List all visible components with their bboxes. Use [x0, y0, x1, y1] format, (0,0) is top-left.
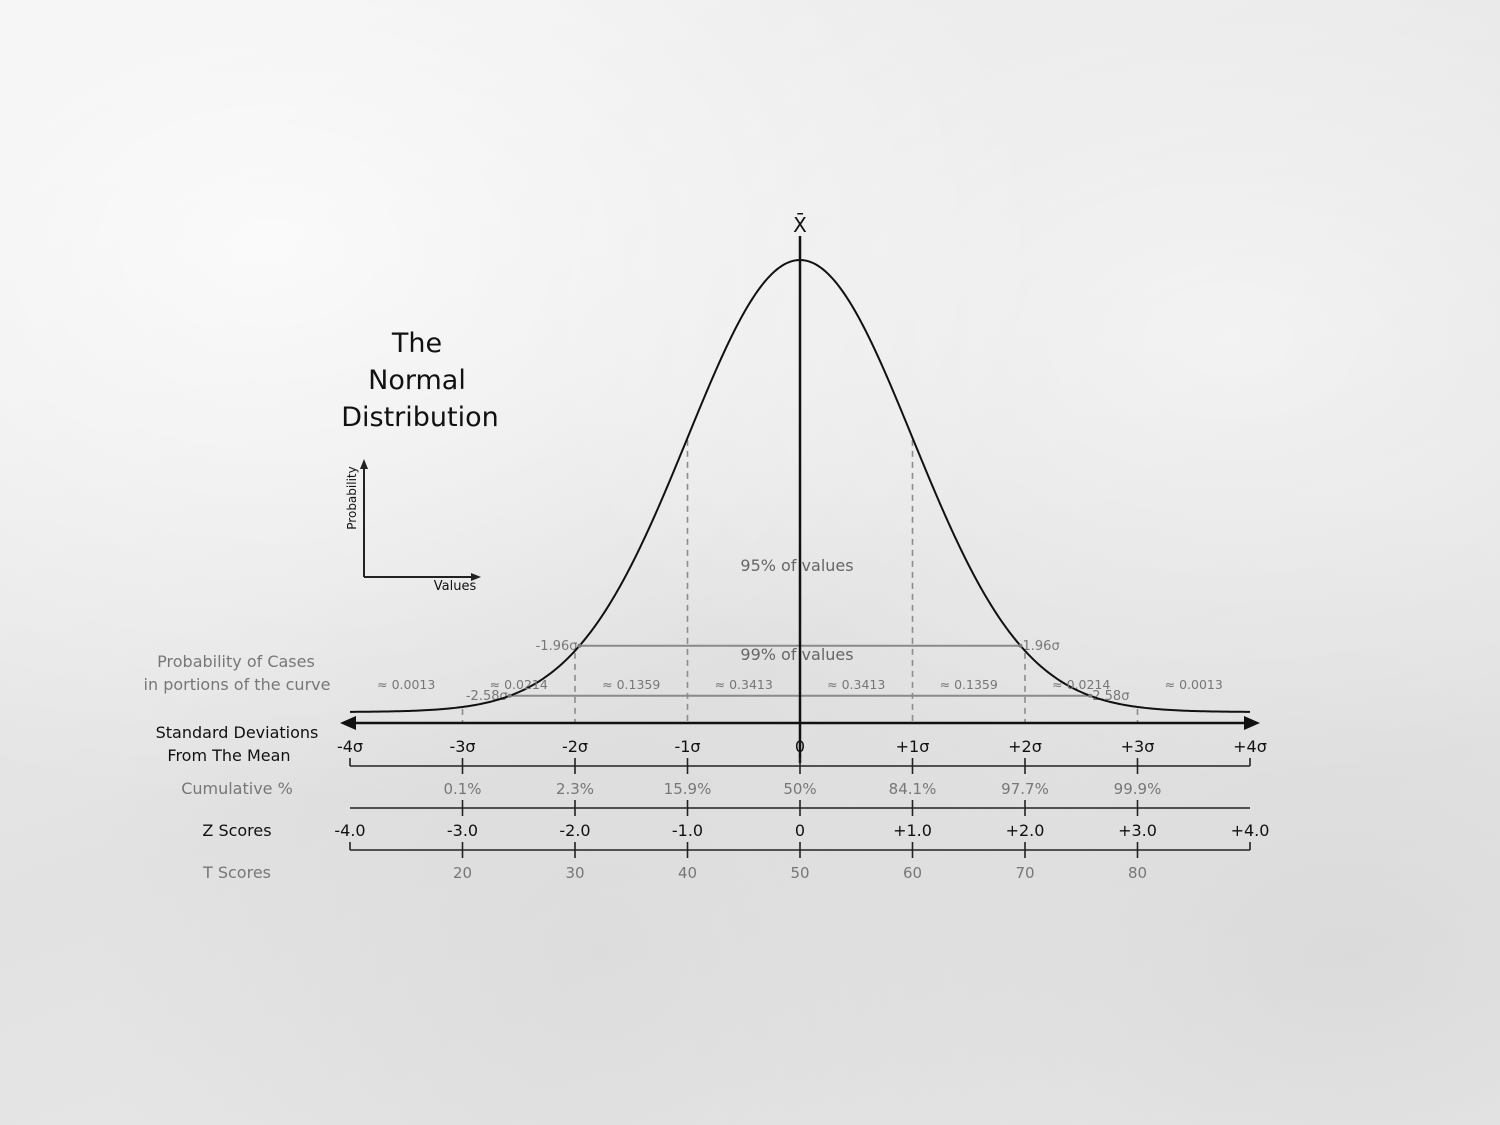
t-value: 80	[1128, 864, 1147, 882]
mini-axes-icon	[360, 459, 481, 581]
z-value: +3.0	[1118, 821, 1157, 840]
sd-tick-label: +2σ	[1008, 737, 1042, 756]
sd-tick-labels: -4σ -3σ -2σ -1σ 0 +1σ +2σ +3σ +4σ	[337, 737, 1267, 756]
ci95-left-label: -1.96σ	[536, 639, 578, 654]
cumulative-value: 84.1%	[889, 780, 937, 798]
sd-tick-label: +1σ	[896, 737, 930, 756]
cumulative-value: 50%	[783, 780, 816, 798]
prob-value: ≈ 0.1359	[602, 677, 660, 692]
z-value: -3.0	[447, 821, 478, 840]
cumulative-row-label: Cumulative %	[181, 779, 293, 798]
sd-tick-label: -1σ	[674, 737, 700, 756]
t-value: 30	[565, 864, 584, 882]
ci99-right-dot	[1088, 693, 1093, 698]
prob-value: ≈ 0.3413	[827, 677, 885, 692]
ci95-right-label: 1.96σ	[1023, 639, 1060, 654]
ci95-right-dot	[1018, 643, 1023, 648]
scale-rows	[349, 758, 1251, 858]
prob-value: ≈ 0.0013	[1165, 677, 1223, 692]
title-line-3: Distribution	[341, 402, 499, 433]
prob-value: ≈ 0.1359	[940, 677, 998, 692]
z-value: -1.0	[672, 821, 703, 840]
sigma-dashed-lines	[461, 439, 1139, 723]
mini-axes-y-label: Probability	[345, 466, 359, 529]
mini-axes-x-label: Values	[434, 579, 477, 594]
z-value: 0	[795, 821, 805, 840]
z-values: -4.0 -3.0 -2.0 -1.0 0 +1.0 +2.0 +3.0 +4.0	[334, 821, 1269, 840]
t-value: 40	[678, 864, 697, 882]
sd-tick-label: +4σ	[1233, 737, 1267, 756]
sd-tick-label: -3σ	[449, 737, 475, 756]
prob-value: ≈ 0.3413	[715, 677, 773, 692]
z-value: -4.0	[334, 821, 365, 840]
ci95-group: -1.96σ 1.96σ 95% of values	[536, 556, 1060, 654]
cumulative-value: 15.9%	[664, 780, 712, 798]
z-row-label: Z Scores	[202, 821, 271, 840]
sd-row-label-2: From The Mean	[167, 746, 290, 765]
sd-tick-label: -4σ	[337, 737, 363, 756]
sd-tick-label: 0	[795, 737, 805, 756]
prob-value: ≈ 0.0214	[490, 677, 548, 692]
z-value: +1.0	[893, 821, 932, 840]
ci99-group: -2.58σ 2.58σ 99% of values	[466, 645, 1130, 704]
prob-row-label-2: in portions of the curve	[144, 675, 331, 694]
cumulative-value: 97.7%	[1001, 780, 1049, 798]
ci99-left-dot	[507, 693, 512, 698]
main-axis	[340, 716, 1260, 730]
mean-symbol: X̄	[793, 212, 807, 237]
cumulative-value: 2.3%	[556, 780, 594, 798]
prob-value: ≈ 0.0214	[1052, 677, 1110, 692]
title-line-1: The	[391, 328, 442, 359]
sd-tick-label: +3σ	[1121, 737, 1155, 756]
ci95-left-dot	[577, 643, 582, 648]
z-value: +4.0	[1231, 821, 1270, 840]
sd-row-label-1: Standard Deviations	[156, 723, 319, 742]
z-value: -2.0	[559, 821, 590, 840]
sd-tick-label: -2σ	[562, 737, 588, 756]
cumulative-value: 99.9%	[1114, 780, 1162, 798]
ci95-label: 95% of values	[740, 556, 853, 575]
prob-row-label-1: Probability of Cases	[157, 652, 315, 671]
t-value: 50	[790, 864, 809, 882]
t-value: 70	[1015, 864, 1034, 882]
z-value: +2.0	[1006, 821, 1045, 840]
cumulative-value: 0.1%	[443, 780, 481, 798]
title-line-2: Normal	[368, 365, 466, 396]
t-values: 20 30 40 50 60 70 80	[453, 864, 1147, 882]
t-value: 20	[453, 864, 472, 882]
t-row-label: T Scores	[202, 863, 271, 882]
ci99-label: 99% of values	[740, 645, 853, 664]
prob-values: ≈ 0.0013 ≈ 0.0214 ≈ 0.1359 ≈ 0.3413 ≈ 0.3413…	[377, 677, 1223, 692]
prob-value: ≈ 0.0013	[377, 677, 435, 692]
cumulative-values: 0.1% 2.3% 15.9% 50% 84.1% 97.7% 99.9%	[443, 780, 1161, 798]
t-value: 60	[903, 864, 922, 882]
